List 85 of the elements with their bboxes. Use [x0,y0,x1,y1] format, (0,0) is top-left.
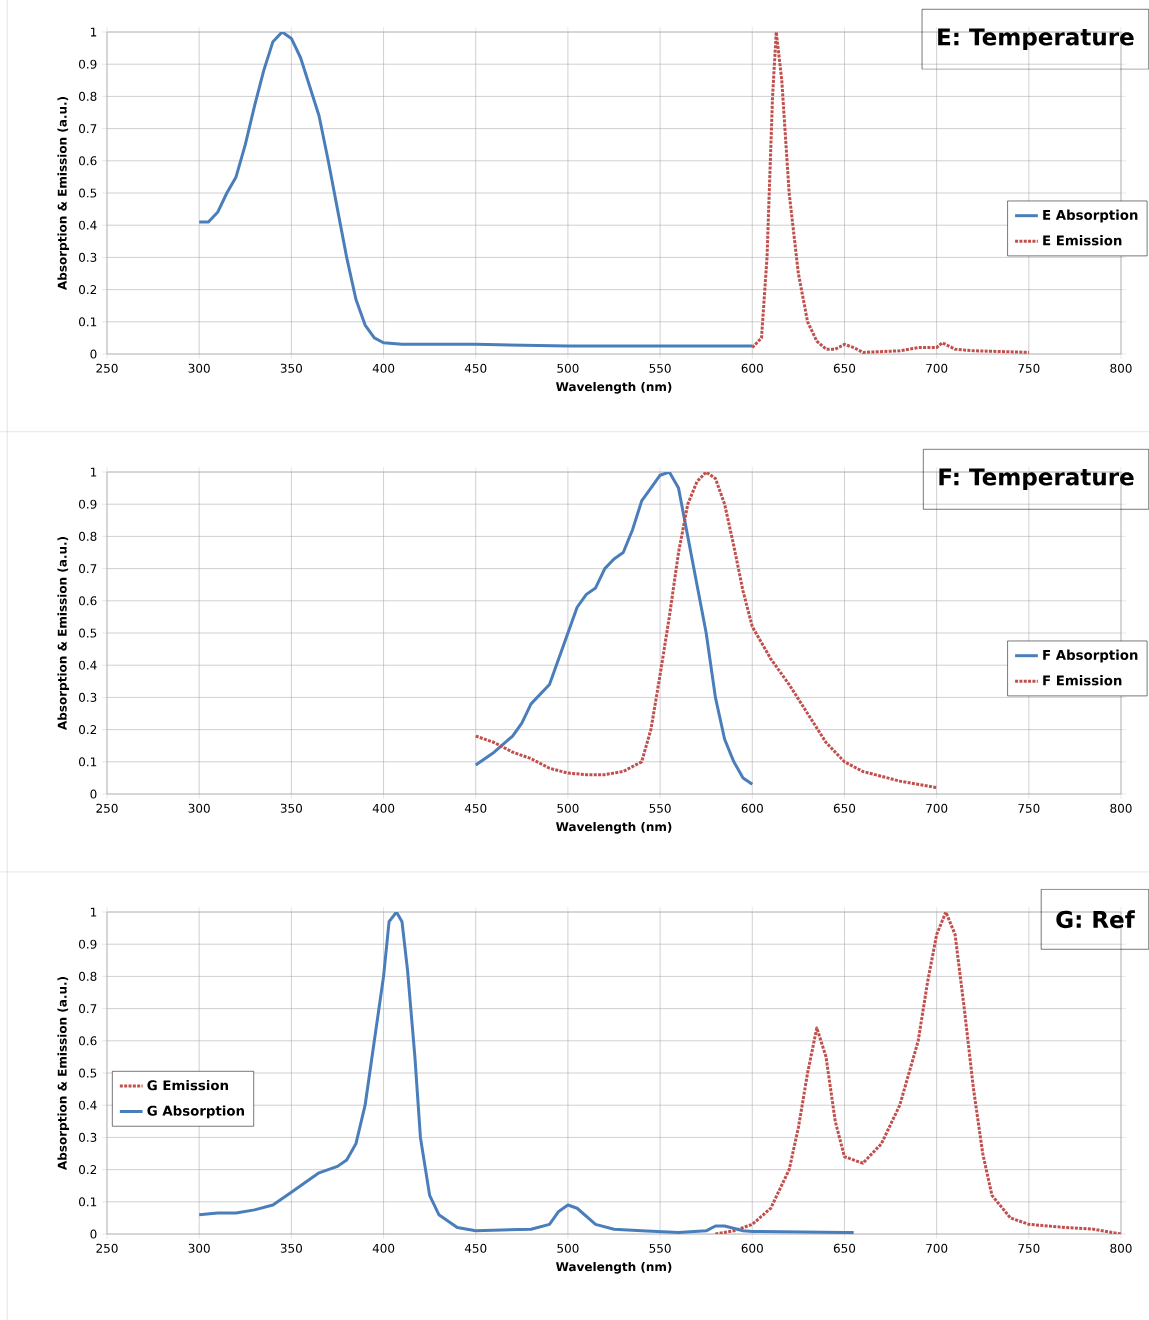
y-tick-label: 0.6 [79,156,97,166]
y-tick-label: 0.2 [79,1165,97,1175]
y-tick-label: 0.7 [79,564,97,574]
y-tick-label: 0.1 [79,317,97,327]
x-tick-label: 700 [926,1243,948,1253]
x-tick-label: 650 [833,363,856,373]
y-tick-label: 1 [90,27,97,37]
x-tick-label: 650 [833,803,856,813]
y-tick-label: 0.8 [79,971,97,981]
line-series [474,472,939,790]
x-tick-label: 800 [1110,363,1132,373]
x-tick-label: 550 [649,363,671,373]
y-tick-label: 0.4 [79,1100,97,1110]
legend-label: G Absorption [147,1105,244,1119]
x-tick-label: 500 [557,1243,579,1253]
x-tick-label: 300 [188,363,210,373]
x-tick-label: 400 [372,1243,395,1253]
y-tick-label: 0.2 [79,285,97,295]
x-tick-label: 600 [741,803,763,813]
legend-label: F Absorption [1043,649,1138,663]
y-tick-label: 0.5 [79,1068,97,1078]
x-tick-label: 550 [649,1243,671,1253]
x-tick-label: 750 [1018,1243,1040,1253]
x-axis-title: Wavelength (nm) [556,381,672,394]
x-tick-label: 350 [280,803,303,813]
y-tick-label: 0.2 [79,725,97,735]
y-tick-label: 0 [90,1229,97,1239]
y-tick-label: 0.9 [79,939,97,949]
x-tick-label: 400 [372,363,395,373]
x-tick-label: 700 [926,363,948,373]
chart-title: E: Temperature [938,28,1134,51]
y-tick-label: 0.9 [79,59,97,69]
legend-label: F Emission [1043,675,1122,686]
y-tick-label: 0.4 [79,220,97,230]
x-tick-label: 350 [280,1243,303,1253]
x-tick-label: 450 [464,363,487,373]
x-tick-label: 700 [926,803,948,813]
x-tick-label: 400 [372,803,395,813]
x-tick-label: 250 [96,1243,118,1253]
y-tick-label: 0.8 [79,531,97,541]
y-tick-label: 0.5 [79,628,97,638]
chart-title: F: Temperature [939,468,1134,491]
x-tick-label: 750 [1018,363,1040,373]
legend-label: E Absorption [1043,209,1138,223]
y-tick-label: 1 [90,467,97,477]
x-tick-label: 800 [1110,803,1132,813]
x-tick-label: 500 [557,363,579,373]
x-tick-label: 450 [464,803,487,813]
x-axis-title: Wavelength (nm) [556,1261,672,1274]
y-tick-label: 0.1 [79,757,97,767]
y-tick-label: 0.6 [79,1036,97,1046]
y-axis-title: Absorption & Emission (a.u.) [57,536,70,731]
x-tick-label: 600 [741,1243,763,1253]
y-tick-label: 0.5 [79,188,97,198]
y-tick-label: 0.3 [79,1132,97,1142]
x-tick-label: 250 [96,363,118,373]
x-tick-label: 250 [96,803,118,813]
x-tick-label: 300 [188,803,210,813]
y-tick-label: 0.7 [79,1004,97,1014]
y-tick-label: 0 [90,789,97,799]
x-tick-label: 350 [280,363,303,373]
y-axis-title: Absorption & Emission (a.u.) [57,96,70,291]
x-tick-label: 450 [464,1243,487,1253]
legend-label: G Emission [147,1079,228,1091]
y-tick-label: 0.3 [79,692,97,702]
x-tick-label: 800 [1110,1243,1132,1253]
x-tick-label: 600 [741,363,763,373]
y-tick-label: 1 [90,907,97,917]
legend-label: E Emission [1043,235,1122,246]
x-tick-label: 300 [188,1243,210,1253]
x-tick-label: 750 [1018,803,1040,813]
y-tick-label: 0 [90,349,97,359]
chart-title: G: Ref [1056,910,1135,929]
x-tick-label: 650 [833,1243,856,1253]
x-tick-label: 500 [557,803,579,813]
x-tick-label: 550 [649,803,671,813]
y-tick-label: 0.6 [79,596,97,606]
x-axis-title: Wavelength (nm) [556,821,672,834]
y-tick-label: 0.1 [79,1197,97,1207]
y-tick-label: 0.7 [79,124,97,134]
y-tick-label: 0.9 [79,499,97,509]
y-tick-label: 0.4 [79,660,97,670]
y-axis-title: Absorption & Emission (a.u.) [57,976,70,1171]
y-tick-label: 0.3 [79,252,97,262]
y-tick-label: 0.8 [79,91,97,101]
